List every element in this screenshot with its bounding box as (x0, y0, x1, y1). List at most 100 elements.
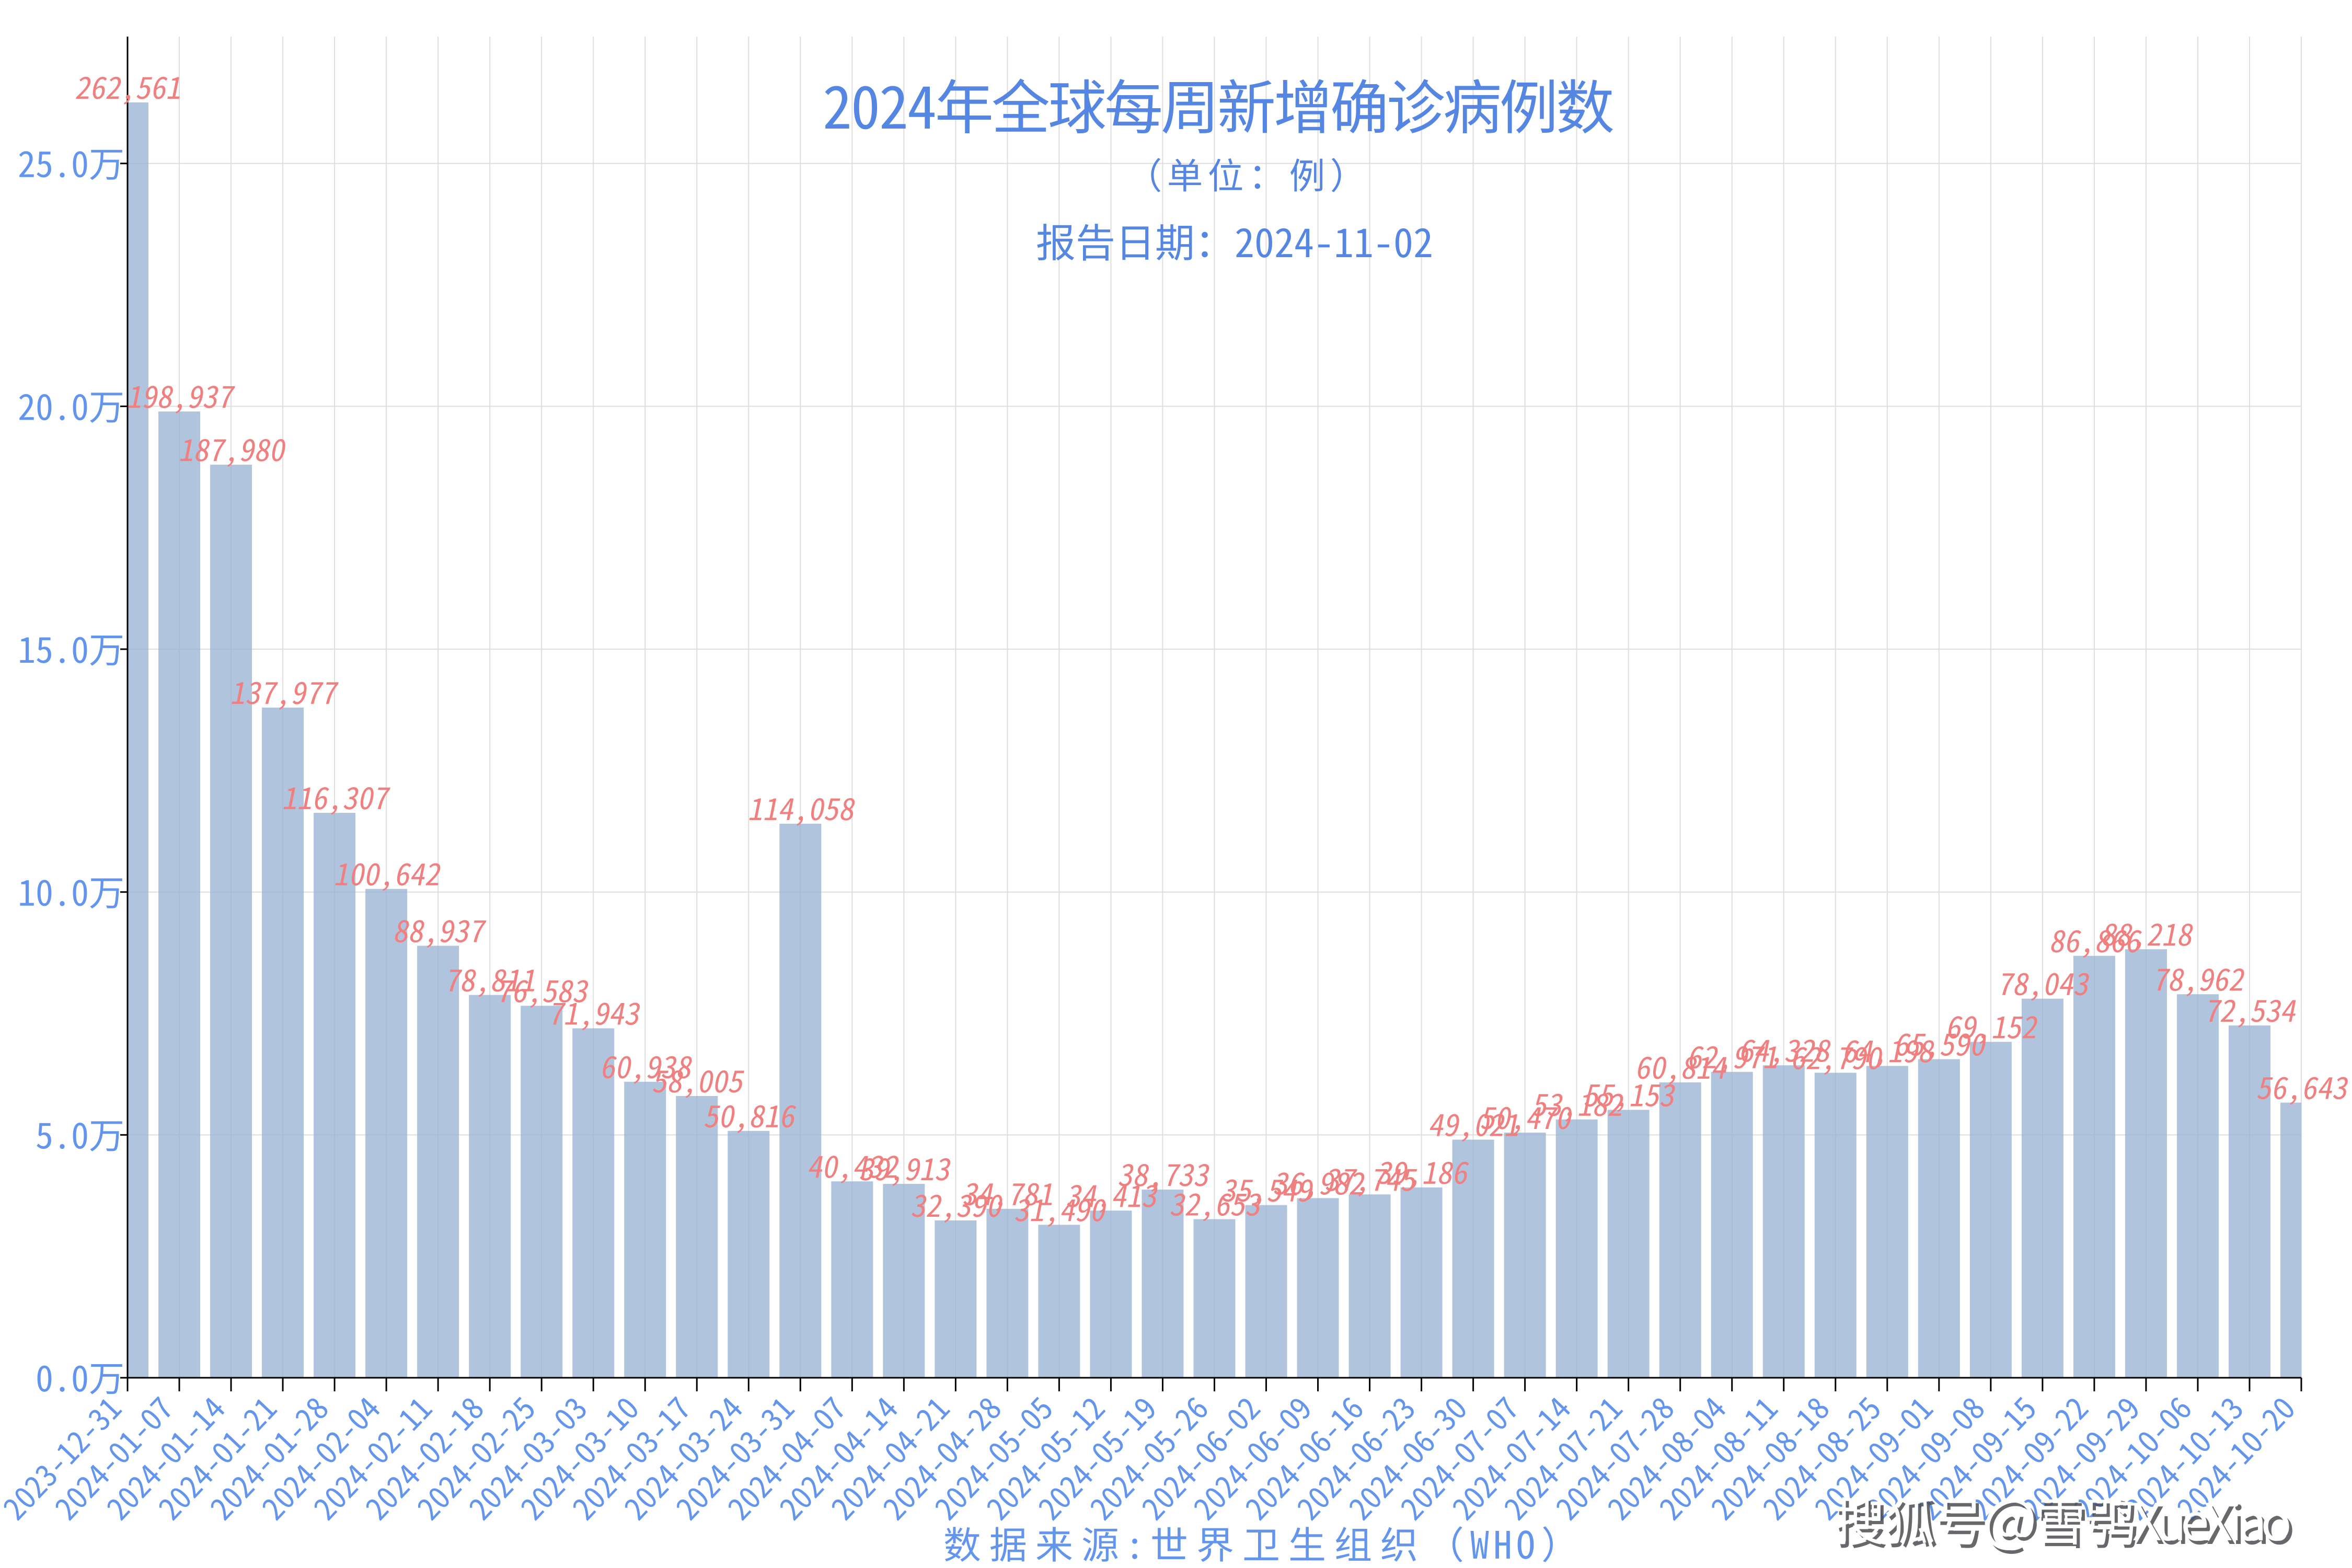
value-label (1429, 1114, 1518, 1142)
bar-2024-01-14 (210, 465, 252, 1378)
data-source-line (944, 1526, 1553, 1562)
x-tick-label (522, 1399, 637, 1521)
bar-2024-06-09 (1297, 1198, 1339, 1378)
x-tick-label (262, 1397, 380, 1521)
value-label (860, 1158, 951, 1186)
x-tick-label (1970, 1399, 2089, 1521)
bar-2024-06-30 (1452, 1139, 1494, 1378)
value-label (232, 682, 339, 710)
bar-2024-07-21 (1607, 1110, 1650, 1378)
title-text (825, 78, 1613, 134)
chart-title (825, 78, 1613, 134)
bar-2024-02-04 (365, 889, 408, 1378)
x-tick-label (1194, 1399, 1310, 1521)
value-label (749, 798, 855, 826)
bar-2024-03-24 (728, 1131, 770, 1378)
value-label (128, 386, 235, 414)
x-tick-label (366, 1398, 483, 1521)
value-label (1067, 1185, 1158, 1213)
y-axis-tick-labels (19, 149, 122, 1394)
value-label (1584, 1084, 1675, 1112)
value-label (501, 980, 589, 1008)
bar-2024-09-29 (2125, 949, 2167, 1378)
value-label (449, 969, 535, 997)
x-tick-label (470, 1399, 586, 1521)
x-tick-label (677, 1399, 795, 1521)
subtitle-text (1151, 158, 1341, 192)
bar-2024-08-11 (1762, 1065, 1805, 1378)
value-label (395, 920, 487, 948)
y-tick-label (19, 393, 122, 423)
y-tick-label (37, 1121, 122, 1151)
bars (128, 102, 2301, 1378)
bar-2024-10-06 (2176, 994, 2219, 1378)
x-tick-label (729, 1396, 844, 1521)
bar-2024-09-15 (2021, 998, 2063, 1378)
x-tick-label (832, 1399, 951, 1521)
x-tick-label (1453, 1397, 1570, 1521)
value-label (603, 1056, 692, 1084)
x-tick-label (1298, 1399, 1414, 1521)
x-tick-label (55, 1396, 170, 1521)
bar-2024-03-31 (779, 824, 822, 1378)
bar-2024-01-28 (314, 813, 356, 1378)
value-label (2103, 924, 2193, 952)
x-tick-label (1039, 1399, 1155, 1521)
x-tick-label (1763, 1397, 1880, 1521)
bar-2024-08-18 (1814, 1073, 1857, 1378)
bar-2024-02-11 (417, 946, 459, 1378)
bar-2024-05-19 (1142, 1190, 1184, 1378)
x-tick-label (107, 1397, 225, 1521)
x-tick-label (1401, 1396, 1516, 1521)
x-axis-tick-labels (4, 1396, 2293, 1521)
value-label (705, 1105, 797, 1133)
x-tick-label (1246, 1398, 1363, 1521)
bar-2024-05-26 (1193, 1219, 1236, 1378)
value-label (335, 863, 441, 891)
x-tick-label (1557, 1398, 1673, 1521)
value-label (1689, 1046, 1777, 1074)
bar-value-labels (76, 76, 2348, 1227)
x-tick-label (159, 1399, 278, 1521)
bar-2024-04-21 (935, 1220, 977, 1378)
y-tick-label (20, 878, 122, 909)
bar-2024-01-07 (158, 411, 201, 1378)
value-label (2158, 969, 2244, 997)
value-label (653, 1070, 744, 1098)
watermark (1836, 1497, 2292, 1554)
watermark-text (1836, 1497, 2289, 1550)
x-tick-label (884, 1398, 1000, 1521)
value-label (1015, 1199, 1106, 1227)
report-date-line (1037, 224, 1432, 261)
bar-2024-08-04 (1711, 1071, 1753, 1378)
value-label (76, 76, 180, 105)
y-tick-label (19, 149, 122, 180)
x-tick-label (625, 1397, 742, 1521)
axes (120, 37, 2302, 1391)
x-tick-label (1815, 1399, 1934, 1521)
value-label (1170, 1193, 1261, 1221)
bar-2024-05-12 (1090, 1210, 1132, 1378)
x-tick-label (780, 1397, 897, 1521)
bar-2024-06-02 (1245, 1205, 1287, 1378)
value-label (283, 787, 390, 815)
x-tick-label (1660, 1399, 1779, 1521)
bar-2024-09-01 (1918, 1059, 1960, 1378)
report-date-text (1037, 224, 1432, 261)
y-tick-label (20, 636, 122, 666)
bar-2024-10-20 (2280, 1102, 2301, 1378)
bar-2024-03-10 (624, 1081, 666, 1378)
bar-2024-07-07 (1504, 1132, 1546, 1378)
value-label (2257, 1077, 2348, 1105)
source-text (944, 1526, 1553, 1562)
x-tick-label (1350, 1399, 1466, 1521)
bar-2024-07-28 (1659, 1082, 1701, 1378)
value-label (180, 439, 285, 467)
bar-2024-06-16 (1348, 1194, 1391, 1378)
value-label (2002, 973, 2089, 1001)
x-tick-label (4, 1399, 123, 1521)
value-label (1638, 1056, 1727, 1085)
value-label (1119, 1163, 1209, 1192)
